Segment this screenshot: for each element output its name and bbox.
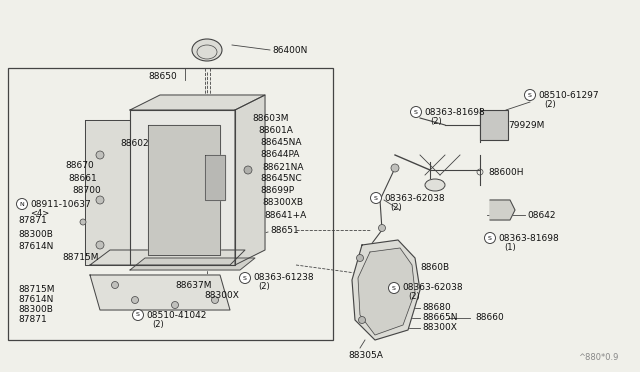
Text: (2): (2)	[152, 320, 164, 328]
Polygon shape	[90, 250, 245, 265]
Text: S: S	[392, 285, 396, 291]
Bar	[480, 110, 508, 140]
Text: S: S	[414, 109, 418, 115]
Text: 88644PA: 88644PA	[260, 150, 300, 158]
Text: 88602: 88602	[120, 138, 148, 148]
Text: 88300X: 88300X	[204, 291, 239, 299]
Text: 88665N: 88665N	[422, 314, 458, 323]
Text: 88660: 88660	[475, 314, 504, 323]
Text: 08510-61297: 08510-61297	[538, 90, 598, 99]
Text: S: S	[136, 312, 140, 317]
Circle shape	[356, 254, 364, 262]
Text: S: S	[528, 93, 532, 97]
Text: S: S	[488, 235, 492, 241]
Polygon shape	[358, 248, 415, 335]
Text: 88300B: 88300B	[18, 230, 53, 238]
Ellipse shape	[425, 179, 445, 191]
Text: 87614N: 87614N	[18, 295, 53, 305]
Text: 87871: 87871	[18, 315, 47, 324]
Text: 08642: 08642	[527, 211, 556, 219]
Circle shape	[96, 151, 104, 159]
Text: <4>: <4>	[30, 208, 49, 218]
Text: (2): (2)	[430, 116, 442, 125]
Text: (1): (1)	[504, 243, 516, 251]
Text: (2): (2)	[390, 202, 402, 212]
Text: (2): (2)	[408, 292, 420, 301]
Circle shape	[111, 282, 118, 289]
Text: ^880*0.9: ^880*0.9	[578, 353, 618, 362]
Circle shape	[244, 166, 252, 174]
Text: 8860B: 8860B	[420, 263, 449, 273]
Circle shape	[132, 310, 143, 321]
Circle shape	[96, 241, 104, 249]
Text: 88641+A: 88641+A	[264, 211, 307, 219]
Text: 87614N: 87614N	[18, 241, 53, 250]
Text: 88300B: 88300B	[18, 305, 53, 314]
Text: 08510-41042: 08510-41042	[146, 311, 206, 320]
Text: 86400N: 86400N	[272, 45, 307, 55]
Polygon shape	[235, 95, 265, 265]
Text: 88680: 88680	[422, 304, 451, 312]
Text: 88661: 88661	[68, 173, 97, 183]
Text: 88670: 88670	[65, 160, 93, 170]
Text: (2): (2)	[258, 282, 269, 292]
Polygon shape	[130, 95, 265, 110]
Polygon shape	[130, 110, 235, 265]
Text: 88621NA: 88621NA	[262, 163, 303, 171]
Circle shape	[17, 199, 28, 209]
Polygon shape	[205, 155, 225, 200]
Circle shape	[358, 317, 365, 324]
Text: 88715M: 88715M	[18, 285, 54, 295]
Circle shape	[371, 192, 381, 203]
Text: 88699P: 88699P	[260, 186, 294, 195]
Text: 08911-10637: 08911-10637	[30, 199, 91, 208]
Text: 88700: 88700	[72, 186, 100, 195]
Text: 08363-81698: 08363-81698	[424, 108, 484, 116]
Text: S: S	[243, 276, 247, 280]
Text: 87871: 87871	[18, 215, 47, 224]
Polygon shape	[352, 240, 420, 340]
Text: 79929M: 79929M	[508, 121, 545, 129]
Circle shape	[96, 196, 104, 204]
Bar	[8, 68, 333, 340]
Text: 88645NA: 88645NA	[260, 138, 301, 147]
Text: 88645NC: 88645NC	[260, 173, 301, 183]
Circle shape	[172, 301, 179, 308]
Text: 88600H: 88600H	[488, 167, 524, 176]
Text: 88637M: 88637M	[175, 280, 211, 289]
Circle shape	[410, 106, 422, 118]
Circle shape	[525, 90, 536, 100]
Text: 88651: 88651	[270, 225, 299, 234]
Circle shape	[484, 232, 495, 244]
Circle shape	[388, 282, 399, 294]
Text: 88715M: 88715M	[62, 253, 99, 263]
Circle shape	[239, 273, 250, 283]
Text: 08363-62038: 08363-62038	[384, 193, 445, 202]
Text: N: N	[20, 202, 24, 206]
Polygon shape	[130, 258, 255, 270]
Text: 88603M: 88603M	[252, 113, 289, 122]
Circle shape	[378, 224, 385, 231]
Text: 88601A: 88601A	[258, 125, 293, 135]
Text: 08363-61238: 08363-61238	[253, 273, 314, 282]
Polygon shape	[148, 125, 220, 255]
Text: 88305A: 88305A	[348, 350, 383, 359]
Text: 88650: 88650	[148, 71, 177, 80]
Text: 88300X: 88300X	[422, 324, 457, 333]
Circle shape	[80, 219, 86, 225]
Circle shape	[211, 296, 218, 304]
Text: 08363-62038: 08363-62038	[402, 283, 463, 292]
Text: 88300XB: 88300XB	[262, 198, 303, 206]
Ellipse shape	[192, 39, 222, 61]
Polygon shape	[90, 275, 230, 310]
Text: 08363-81698: 08363-81698	[498, 234, 559, 243]
Circle shape	[391, 164, 399, 172]
Circle shape	[131, 296, 138, 304]
Polygon shape	[490, 200, 515, 220]
Text: S: S	[374, 196, 378, 201]
Polygon shape	[85, 120, 130, 265]
Text: (2): (2)	[544, 99, 556, 109]
